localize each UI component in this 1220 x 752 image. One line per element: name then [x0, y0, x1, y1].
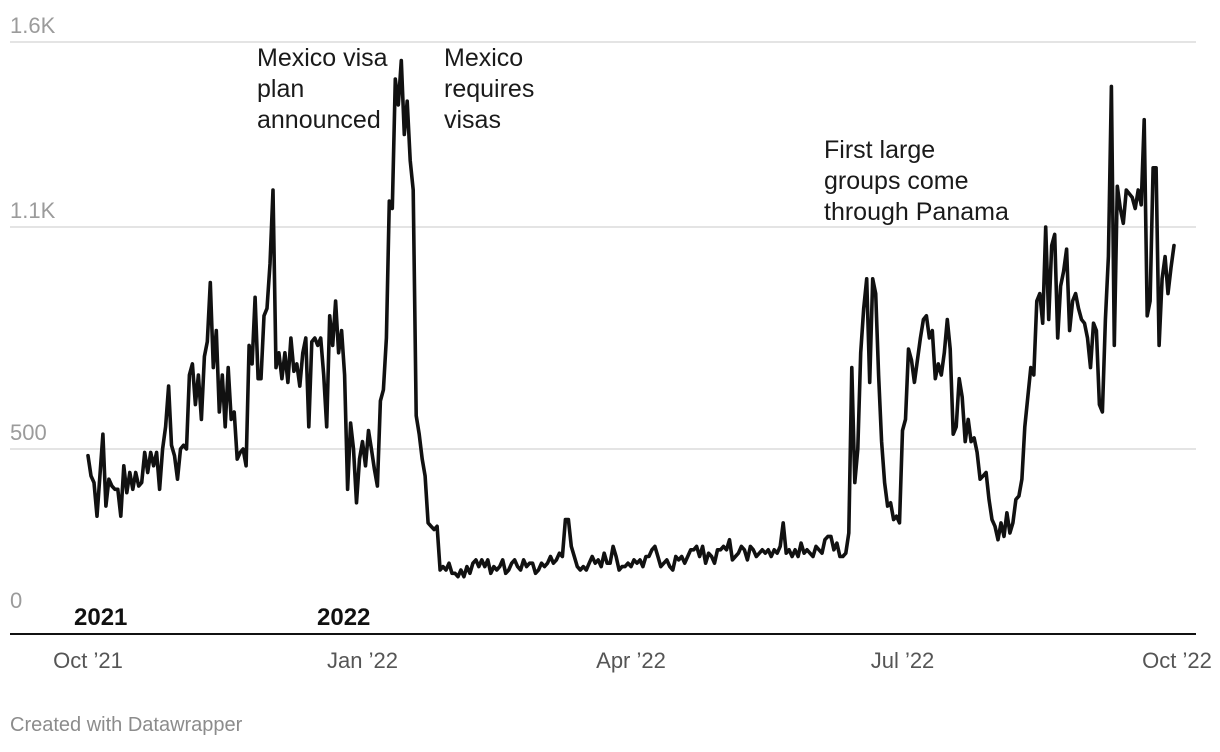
y-tick-label: 0 [10, 588, 22, 613]
datawrapper-credit: Created with Datawrapper [10, 714, 243, 736]
year-label: 2022 [317, 604, 370, 631]
y-tick-label: 500 [10, 420, 47, 445]
annotation-line: First large [824, 136, 935, 164]
annotation: Mexico requires visas [444, 44, 534, 134]
annotation-line: announced [257, 106, 381, 134]
annotation-line: Mexico visa [257, 44, 388, 72]
year-labels: 2021 2022 [74, 604, 370, 631]
annotation: First large groups come through Panama [824, 136, 1009, 226]
annotation-line: through Panama [824, 198, 1009, 226]
y-tick-label: 1.1K [10, 198, 56, 223]
x-tick-label: Jan ’22 [327, 648, 398, 673]
x-tick-label: Oct ’21 [53, 648, 123, 673]
series-layer [86, 58, 1176, 579]
x-tick-label: Jul ’22 [871, 648, 935, 673]
annotations: Mexico visa plan announced Mexico requires vi… [257, 44, 1009, 226]
year-label: 2021 [74, 604, 127, 631]
y-axis-ticks: 0 500 1.1K 1.6K [10, 13, 56, 613]
annotation-line: plan [257, 75, 304, 103]
gridlines [10, 41, 1196, 450]
x-axis-ticks: Oct ’21 Jan ’22 Apr ’22 Jul ’22 Oct ’22 [53, 648, 1212, 673]
annotation-line: visas [444, 106, 501, 134]
annotation-line: requires [444, 75, 534, 103]
chart: 0 500 1.1K 1.6K Oct ’21 Jan ’22 Apr ’22 Jul ’2… [10, 13, 1212, 673]
annotation-line: Mexico [444, 44, 523, 72]
x-tick-label: Oct ’22 [1142, 648, 1212, 673]
y-tick-label: 1.6K [10, 13, 56, 38]
x-tick-label: Apr ’22 [596, 648, 666, 673]
annotation: Mexico visa plan announced [257, 44, 388, 134]
annotation-line: groups come [824, 167, 969, 195]
series-line [86, 58, 1176, 579]
